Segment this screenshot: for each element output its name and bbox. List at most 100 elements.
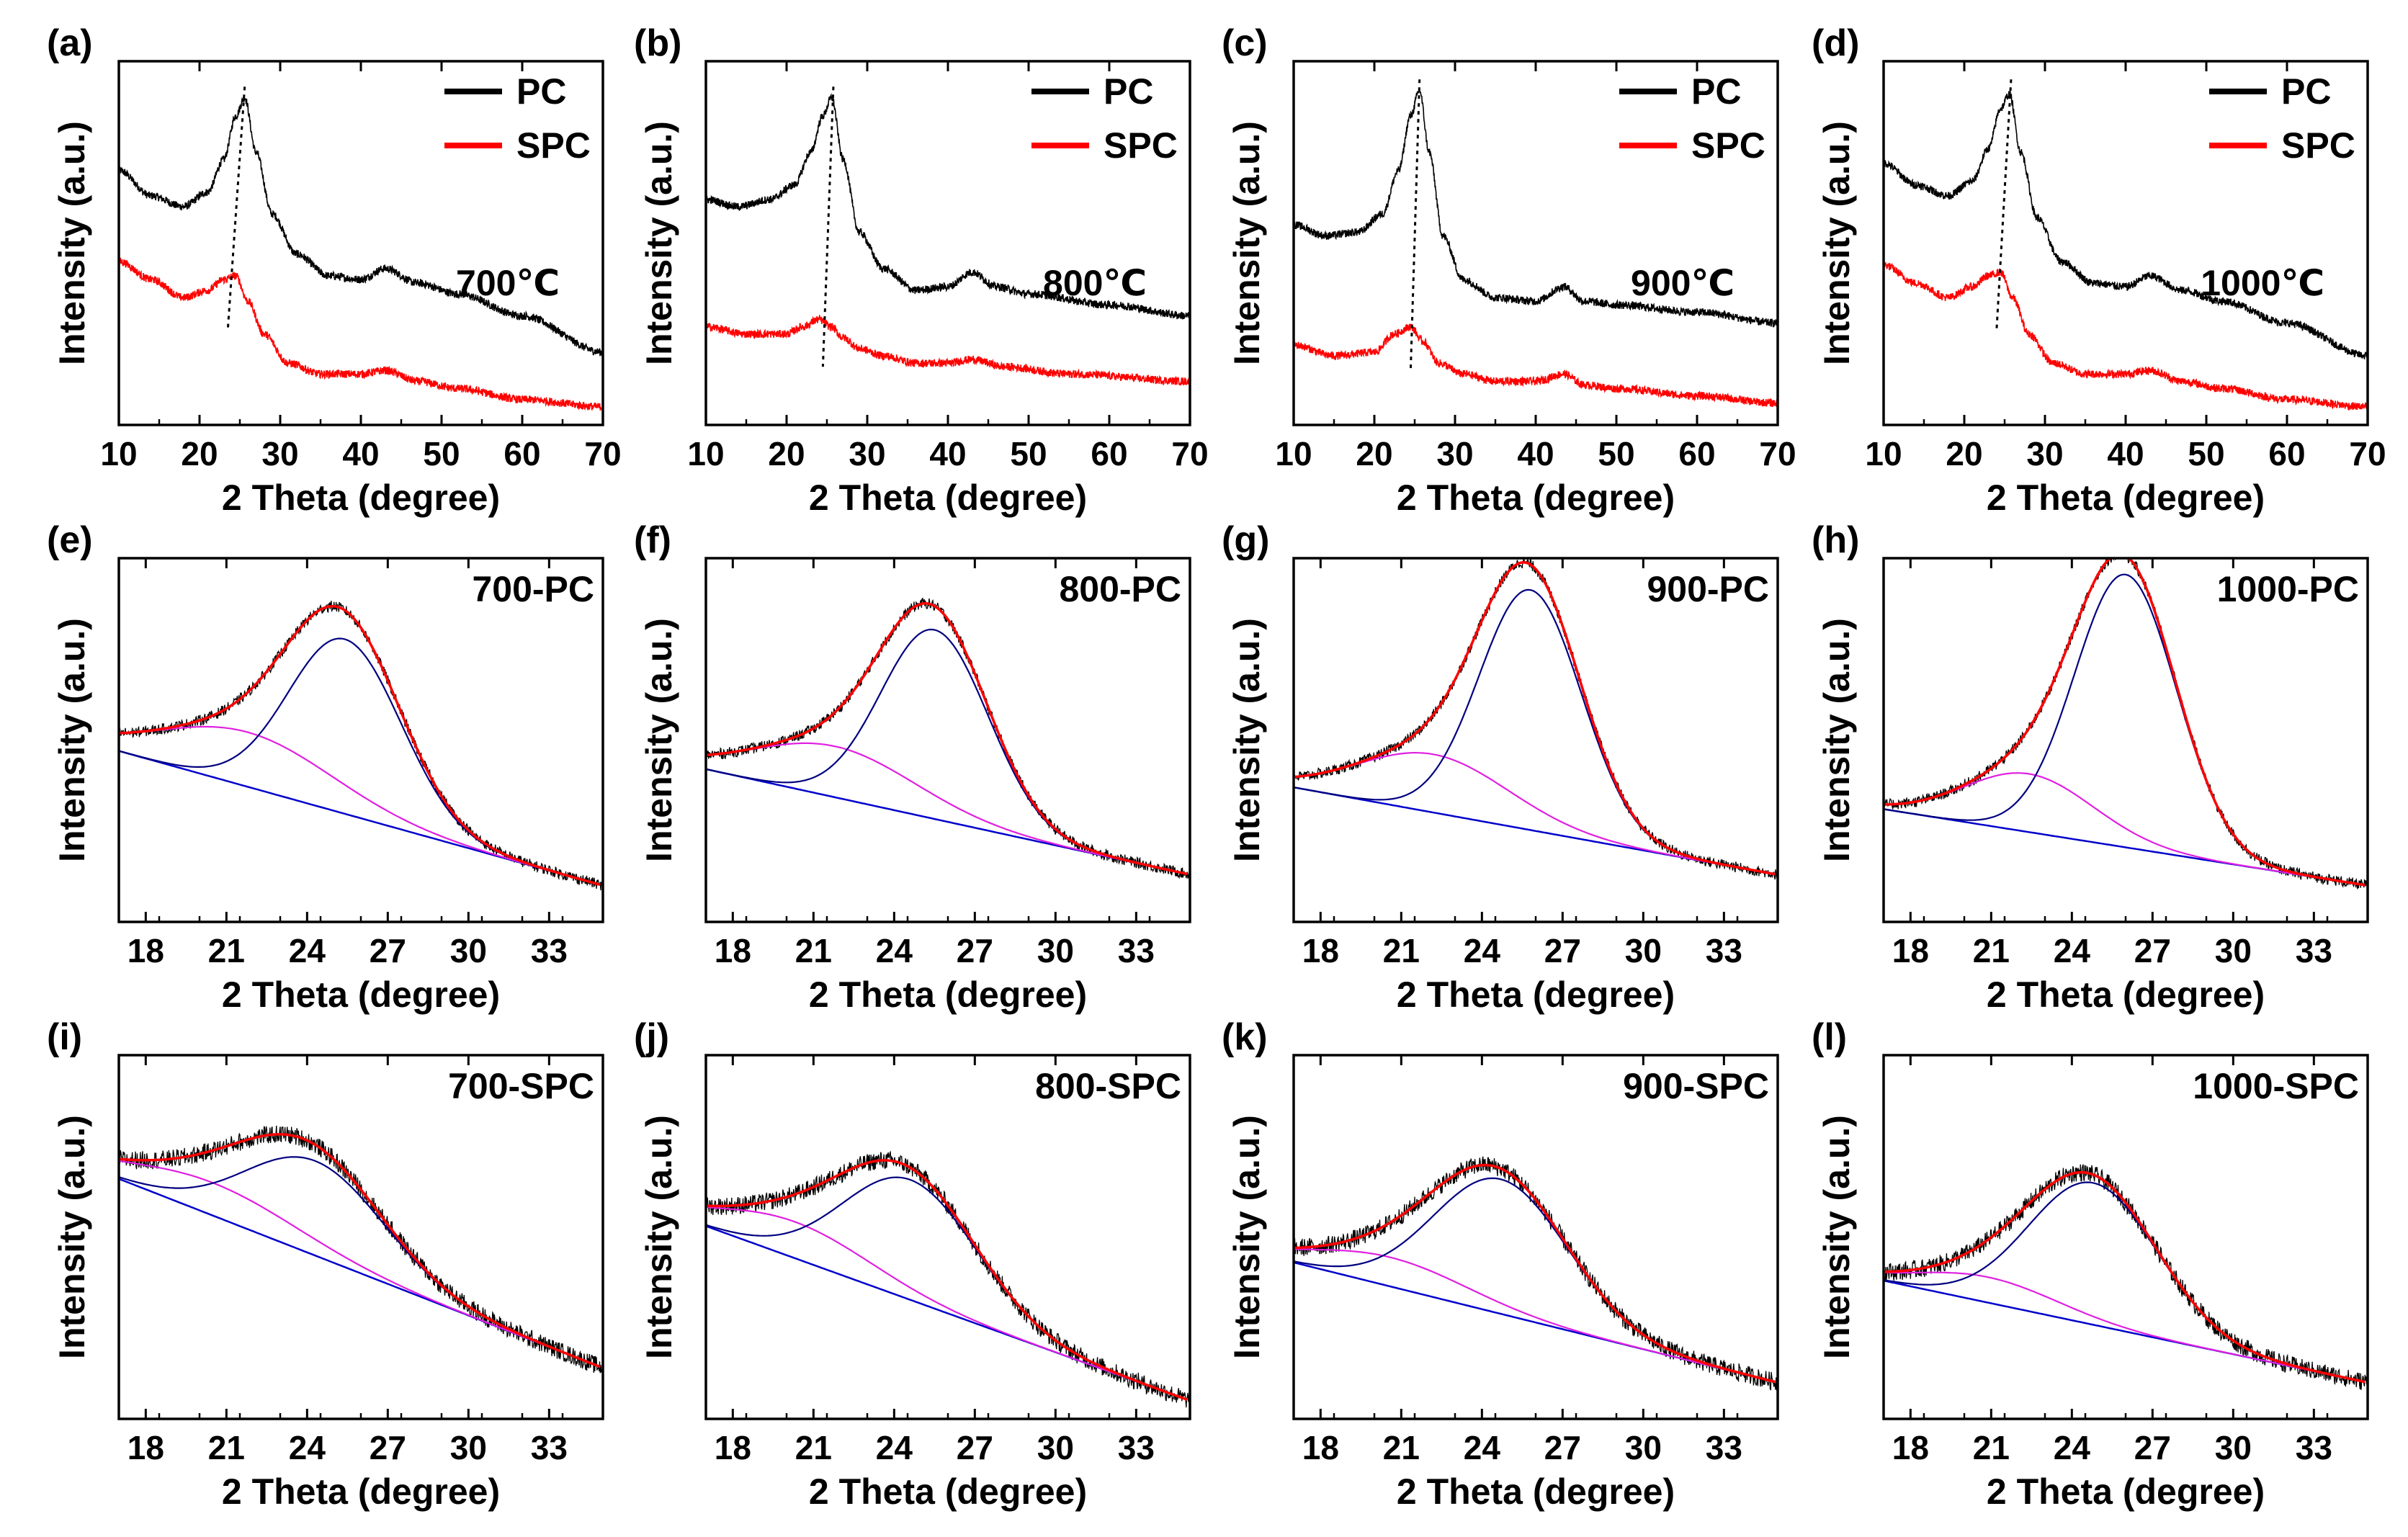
x-tick-label: 20 bbox=[181, 435, 218, 472]
y-axis-label: Intensity (a.u.) bbox=[639, 618, 679, 862]
x-tick-label: 30 bbox=[450, 932, 487, 969]
graphitic-fit-curve bbox=[119, 637, 601, 886]
x-tick-label: 70 bbox=[1759, 435, 1796, 472]
plot-area bbox=[1294, 79, 1778, 407]
plot-frame bbox=[1292, 60, 1779, 426]
x-tick-label: 50 bbox=[2188, 435, 2224, 472]
y-axis-label: Intensity (a.u.) bbox=[1817, 1115, 1857, 1359]
x-tick-label: 21 bbox=[795, 932, 832, 969]
x-tick-label: 60 bbox=[1091, 435, 1127, 472]
panel-g: (g) 18 21 24 27 30 33 2 Theta (degree) Intensity… bbox=[1222, 519, 1779, 1015]
x-tick-label: 50 bbox=[1598, 435, 1634, 472]
legend-label-spc: SPC bbox=[1691, 125, 1765, 166]
series-pc bbox=[1294, 88, 1778, 328]
y-axis-label: Intensity (a.u.) bbox=[639, 1115, 679, 1359]
series-pc bbox=[119, 96, 603, 357]
x-tick-label: 33 bbox=[1706, 1429, 1742, 1466]
panel-h: (h) 18 21 24 27 30 33 2 Theta (degree) Intensity… bbox=[1812, 519, 2369, 1015]
x-tick-label: 60 bbox=[503, 435, 540, 472]
x-tick-label: 27 bbox=[2134, 932, 2171, 969]
plot-area bbox=[706, 1150, 1190, 1409]
plot-area bbox=[1294, 1156, 1778, 1391]
panel-d: (d) 10 20 30 40 50 60 70 2 Theta (degree) Intensi… bbox=[1812, 22, 2386, 518]
x-tick-label: 24 bbox=[2054, 1429, 2091, 1466]
x-tick-label: 10 bbox=[1865, 435, 1902, 472]
x-tick-label: 30 bbox=[1436, 435, 1473, 472]
x-tick-label: 30 bbox=[261, 435, 298, 472]
panel-label-h: (h) bbox=[1812, 519, 1859, 561]
x-tick-label: 30 bbox=[2026, 435, 2063, 472]
x-tick-label: 18 bbox=[1892, 1429, 1929, 1466]
panel-label-j: (j) bbox=[634, 1016, 669, 1058]
y-axis-label: Intensity (a.u.) bbox=[52, 618, 92, 862]
x-tick-label: 20 bbox=[1356, 435, 1392, 472]
amorphous-fit-curve bbox=[1294, 1248, 1776, 1383]
x-tick-label: 18 bbox=[1302, 1429, 1339, 1466]
sample-annotation: 1000-SPC bbox=[2193, 1066, 2359, 1106]
x-tick-label: 30 bbox=[2215, 1429, 2252, 1466]
x-tick-label: 24 bbox=[1464, 1429, 1501, 1466]
x-tick-label: 50 bbox=[423, 435, 460, 472]
y-axis-label: Intensity (a.u.) bbox=[1227, 1115, 1267, 1359]
temperature-annotation: 700℃ bbox=[456, 263, 560, 303]
x-tick-label: 27 bbox=[957, 1429, 993, 1466]
panel-a: (a) 10 20 30 40 50 60 70 2 Theta (degree) Intensi… bbox=[47, 22, 622, 518]
legend-label-spc: SPC bbox=[516, 125, 591, 166]
plot-area bbox=[119, 1125, 603, 1374]
panel-k: (k) 18 21 24 27 30 33 2 Theta (degree) Intensity… bbox=[1222, 1016, 1779, 1512]
x-tick-label: 33 bbox=[1118, 1429, 1155, 1466]
series-spc bbox=[1884, 261, 2368, 411]
peak-guide-line bbox=[1409, 79, 1421, 371]
x-tick-label: 40 bbox=[2107, 435, 2144, 472]
x-tick-label: 21 bbox=[208, 1429, 245, 1466]
x-tick-label: 18 bbox=[127, 1429, 164, 1466]
x-tick-label: 24 bbox=[289, 932, 326, 969]
panel-b: (b) 10 20 30 40 50 60 70 2 Theta (degree) Intensi… bbox=[634, 22, 1209, 518]
x-axis-label: 2 Theta (degree) bbox=[809, 1471, 1087, 1512]
panel-label-b: (b) bbox=[634, 22, 681, 64]
x-tick-label: 20 bbox=[1946, 435, 1982, 472]
sample-annotation: 900-SPC bbox=[1623, 1066, 1769, 1106]
x-tick-label: 33 bbox=[2296, 1429, 2332, 1466]
x-tick-label: 18 bbox=[127, 932, 164, 969]
legend-label-pc: PC bbox=[516, 71, 566, 112]
x-tick-label: 70 bbox=[2349, 435, 2386, 472]
plot-frame bbox=[117, 60, 604, 426]
panel-label-g: (g) bbox=[1222, 519, 1269, 561]
series-spc bbox=[119, 257, 603, 411]
plot-frame bbox=[704, 60, 1191, 426]
total-fit-curve bbox=[1294, 1163, 1776, 1384]
plot-frame bbox=[1882, 1054, 2369, 1420]
temperature-annotation: 1000℃ bbox=[2201, 263, 2324, 303]
x-tick-label: 27 bbox=[1544, 932, 1581, 969]
raw-data-curve bbox=[706, 597, 1190, 879]
plot-frame bbox=[1292, 1054, 1779, 1420]
y-axis-label: Intensity (a.u.) bbox=[1817, 618, 1857, 862]
x-tick-label: 30 bbox=[1625, 1429, 1662, 1466]
series-spc bbox=[1294, 323, 1778, 407]
y-axis-label: Intensity (a.u.) bbox=[1817, 121, 1857, 365]
x-tick-label: 27 bbox=[370, 932, 406, 969]
x-axis-label: 2 Theta (degree) bbox=[1987, 974, 2265, 1015]
raw-data-curve bbox=[1294, 1156, 1778, 1391]
x-tick-label: 18 bbox=[1892, 932, 1929, 969]
plot-area bbox=[1884, 79, 2368, 411]
plot-area bbox=[1884, 1164, 2368, 1390]
amorphous-fit-curve bbox=[1884, 1271, 2366, 1383]
total-fit-curve bbox=[119, 1133, 601, 1368]
legend-label-spc: SPC bbox=[2281, 125, 2355, 166]
plot-area bbox=[1884, 558, 2368, 890]
plot-frame bbox=[1882, 557, 2369, 923]
y-axis-label: Intensity (a.u.) bbox=[1227, 121, 1267, 365]
panel-label-i: (i) bbox=[47, 1016, 82, 1058]
panel-i: (i) 18 21 24 27 30 33 2 Theta (degree) Intensity… bbox=[47, 1016, 604, 1512]
x-tick-label: 10 bbox=[1275, 435, 1312, 472]
x-tick-label: 27 bbox=[1544, 1429, 1581, 1466]
panel-label-k: (k) bbox=[1222, 1016, 1268, 1058]
total-fit-curve bbox=[706, 602, 1188, 876]
x-axis-label: 2 Theta (degree) bbox=[1987, 478, 2265, 518]
plot-area bbox=[706, 86, 1190, 386]
sample-annotation: 700-SPC bbox=[448, 1066, 594, 1106]
panel-label-d: (d) bbox=[1812, 22, 1859, 64]
